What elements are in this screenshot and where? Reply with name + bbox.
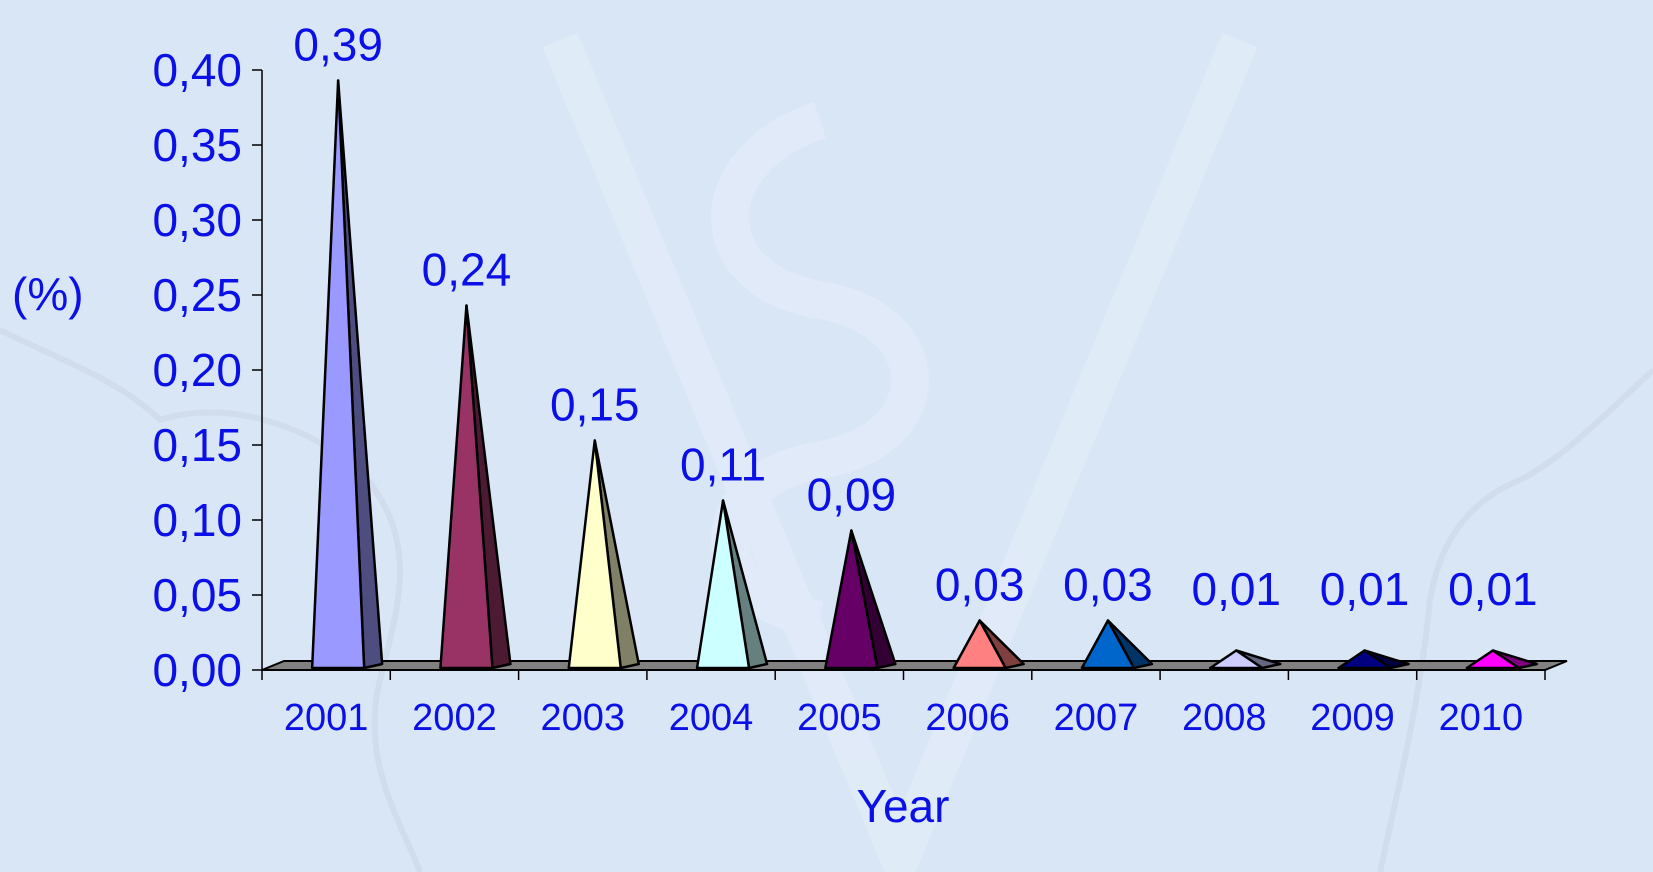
y-tick-label: 0,40 [152, 44, 242, 96]
pyramid-front-face [310, 79, 366, 670]
y-tick-label: 0,25 [152, 269, 242, 321]
pyramid-front-face [1209, 649, 1264, 670]
pyramid-front-face [1080, 619, 1136, 670]
pyramid-bar [695, 499, 769, 670]
pyramid-front-face [695, 499, 751, 670]
x-category-label: 2004 [669, 697, 754, 739]
data-label: 0,03 [935, 559, 1025, 611]
pyramid-bar [1337, 649, 1410, 670]
pyramid-bar [439, 304, 512, 670]
pyramid-front-face [439, 304, 494, 670]
y-tick-label: 0,15 [152, 419, 242, 471]
y-tick-label: 0,30 [152, 194, 242, 246]
y-tick-label: 0,00 [152, 644, 242, 696]
y-tick-labels: 0,00 0,05 0,10 0,15 0,20 0,25 0,30 0,35 0,40 [152, 44, 242, 696]
pyramid-front-face [824, 529, 879, 670]
x-category-label: 2007 [1054, 697, 1139, 739]
y-tick-label: 0,05 [152, 569, 242, 621]
y-tick-label: 0,35 [152, 119, 242, 171]
pyramid-bar [1209, 649, 1282, 670]
data-label: 0,11 [680, 439, 766, 491]
y-tick-label: 0,10 [152, 494, 242, 546]
data-label: 0,24 [422, 244, 512, 296]
pyramid-front-face [1465, 649, 1521, 670]
x-category-labels: 2001 2002 2003 2004 2005 2006 2007 2008 2009 2010 [284, 697, 1523, 739]
pyramid-bar [1080, 619, 1154, 670]
data-label: 0,09 [807, 469, 897, 521]
pyramid-bar [824, 529, 897, 670]
x-category-label: 2010 [1439, 697, 1524, 739]
x-category-label: 2001 [284, 697, 369, 739]
chart-axes [252, 69, 1546, 680]
x-category-label: 2006 [925, 697, 1010, 739]
pyramid-front-face [1337, 649, 1392, 670]
pyramid-front-face [567, 439, 622, 670]
x-category-label: 2005 [797, 697, 882, 739]
y-tick-label: 0,20 [152, 344, 242, 396]
data-label: 0,39 [293, 19, 383, 71]
pyramid-bar [567, 439, 640, 670]
data-labels: 0,39 0,24 0,15 0,11 0,09 0,03 0,03 0,01 0,01 0,01 [293, 19, 1537, 616]
data-label: 0,01 [1320, 563, 1410, 615]
pyramid-front-face [952, 619, 1007, 670]
data-label: 0,15 [550, 379, 640, 431]
x-axis-title: Year [857, 780, 950, 832]
x-category-label: 2009 [1310, 697, 1395, 739]
data-label: 0,03 [1063, 559, 1153, 611]
data-label: 0,01 [1191, 563, 1281, 615]
x-category-label: 2008 [1182, 697, 1267, 739]
x-category-label: 2003 [540, 697, 625, 739]
x-category-label: 2002 [412, 697, 497, 739]
y-axis-title: (%) [12, 268, 84, 320]
pyramid-bar [952, 619, 1025, 670]
pyramid-bar [310, 79, 384, 670]
pyramid-bar [1465, 649, 1539, 670]
data-label: 0,01 [1448, 563, 1538, 615]
pyramid-bars [310, 79, 1539, 670]
